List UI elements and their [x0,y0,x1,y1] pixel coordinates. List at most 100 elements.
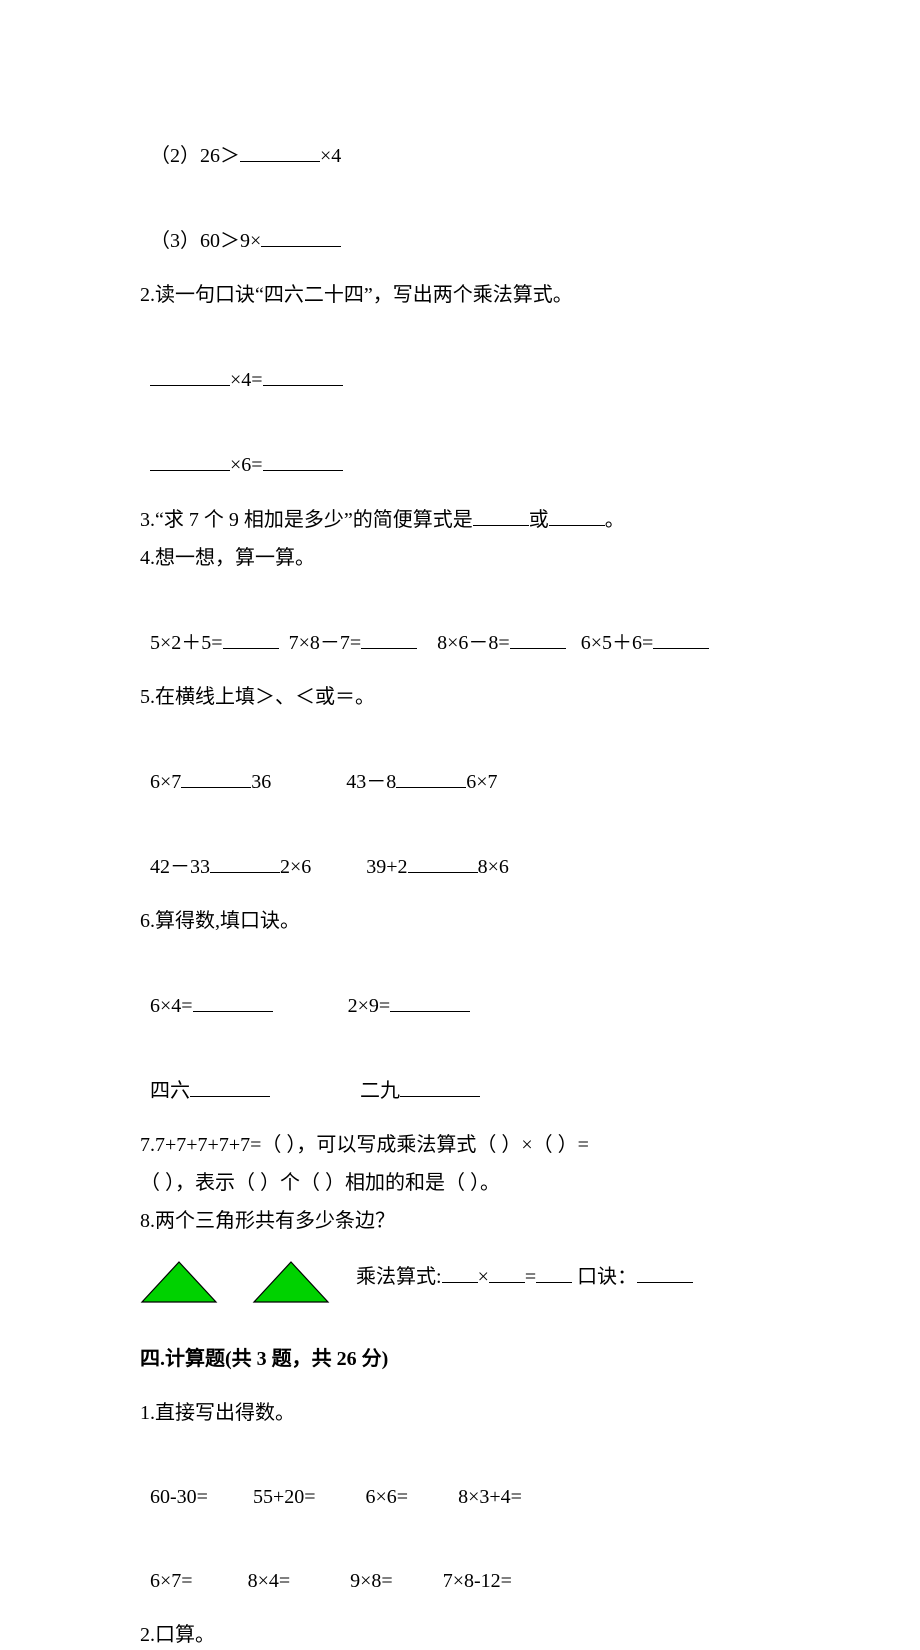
q5-r1a-blank [181,766,251,788]
triangle-icon [140,1260,218,1304]
q8-triangles-row: 乘法算式: × = 口诀： [140,1260,780,1304]
q5-r2a-blank [210,851,280,873]
q2-prompt: 2.读一句口诀“四六二十四”，写出两个乘法算式。 [140,280,780,310]
q4-e1: 5×2＋5= [150,632,223,654]
q5-row2: 42－33 2×6 39+2 8×6 [140,821,780,882]
spacer [193,1570,248,1592]
q1-3-prefix: （3）60＞9× [150,230,261,252]
q6-w1: 四六 [150,1080,190,1102]
q4-b3 [510,627,566,649]
q4-e4: 6×5＋6= [581,632,654,654]
q8-fx: × [478,1266,489,1288]
q5-title: 5.在横线上填＞、＜或＝。 [140,682,780,712]
q6-row2: 四六 二九 [140,1045,780,1106]
triangle-icon [252,1260,330,1304]
spacer [279,632,289,654]
q6-e2: 2×9= [348,995,391,1017]
s4q1-e2: 55+20= [253,1486,316,1508]
q2-line1: ×4= [140,334,780,395]
q1-2-prefix: （2）26＞ [150,145,240,167]
q5-r2a-l: 42－33 [150,856,210,878]
spacer [273,995,348,1017]
q6-e1: 6×4= [150,995,193,1017]
s4q1-e1: 60-30= [150,1486,208,1508]
q4-e3: 8×6－8= [437,632,510,654]
s4q1-e3: 6×6= [366,1486,409,1508]
q1-2-line: （2）26＞ ×4 [140,110,780,171]
q8-formula: 乘法算式: × = 口诀： [356,1261,693,1304]
q8-fb4 [637,1261,693,1283]
q3-end: 。 [605,509,625,531]
q2-l2-blank2 [263,449,343,471]
q5-r1a-l: 6×7 [150,771,181,793]
q3-mid: 或 [529,509,549,531]
q8-feq: = [525,1266,536,1288]
spacer [566,632,581,654]
q8-fb3 [536,1261,572,1283]
q6-b3 [190,1075,270,1097]
q2-line2: ×6= [140,419,780,480]
q8-fk: 口诀： [572,1266,637,1288]
q5-r1a-r: 36 [251,771,271,793]
q8-fb1 [442,1261,478,1283]
q6-b2 [390,990,470,1012]
q1-3-blank [261,225,341,247]
q6-row1: 6×4= 2×9= [140,960,780,1021]
q3-a: 3.“求 7 个 9 相加是多少”的简便算式是 [140,509,473,531]
s4q1-e8: 7×8-12= [443,1570,512,1592]
s4-q1-row1: 60-30= 55+20= 6×6= 8×3+4= [140,1452,780,1512]
q8-fb2 [489,1261,525,1283]
q4-expr-row: 5×2＋5= 7×8－7= 8×6－8= 6×5＋6= [140,597,780,658]
spacer [316,1486,366,1508]
spacer [271,771,346,793]
s4q1-e5: 6×7= [150,1570,193,1592]
spacer [408,1486,458,1508]
q4-e2: 7×8－7= [289,632,362,654]
s4-q1-title: 1.直接写出得数。 [140,1398,780,1428]
s4q1-e4: 8×3+4= [458,1486,522,1508]
q5-r2b-r: 8×6 [478,856,509,878]
q2-l1-mid: ×4= [230,369,263,391]
q6-b4 [400,1075,480,1097]
spacer [417,632,437,654]
q2-l2-mid: ×6= [230,454,263,476]
q4-b2 [361,627,417,649]
q6-b1 [193,990,273,1012]
triangle-pair [140,1260,330,1304]
q5-r1b-r: 6×7 [466,771,497,793]
q5-r2b-blank [408,851,478,873]
q6-w2: 二九 [360,1080,400,1102]
spacer [208,1486,253,1508]
q6-title: 6.算得数,填口诀。 [140,906,780,936]
q5-r2b-l: 39+2 [366,856,407,878]
s4-q2-title: 2.口算。 [140,1620,780,1650]
q2-l1-blank2 [263,364,343,386]
q5-r2a-r: 2×6 [280,856,311,878]
q4-title: 4.想一想，算一算。 [140,543,780,573]
q3-blank2 [549,504,605,526]
q1-2-suffix: ×4 [320,145,341,167]
q1-3-line: （3）60＞9× [140,195,780,256]
spacer [290,1570,350,1592]
s4-q1-row2: 6×7= 8×4= 9×8= 7×8-12= [140,1536,780,1596]
q7-line2: （ ），表示（ ）个（ ）相加的和是（ ）。 [140,1168,780,1198]
q2-l1-blank1 [150,364,230,386]
q8-fa: 乘法算式: [356,1266,442,1288]
spacer [270,1080,360,1102]
spacer [311,856,366,878]
s4q1-e6: 8×4= [248,1570,291,1592]
q5-row1: 6×7 36 43－8 6×7 [140,736,780,797]
q5-r1b-l: 43－8 [346,771,396,793]
section-4-title: 四.计算题(共 3 题，共 26 分) [140,1344,780,1374]
q4-b1 [223,627,279,649]
q7-line1: 7.7+7+7+7+7=（ ），可以写成乘法算式（ ）×（ ）= [140,1130,780,1160]
q3-line: 3.“求 7 个 9 相加是多少”的简便算式是 或 。 [140,504,780,535]
q1-2-blank [240,140,320,162]
q3-blank1 [473,504,529,526]
s4q1-e7: 9×8= [350,1570,393,1592]
q5-r1b-blank [396,766,466,788]
q2-l2-blank1 [150,449,230,471]
spacer [393,1570,443,1592]
q4-b4 [653,627,709,649]
q8-title: 8.两个三角形共有多少条边？ [140,1206,780,1236]
